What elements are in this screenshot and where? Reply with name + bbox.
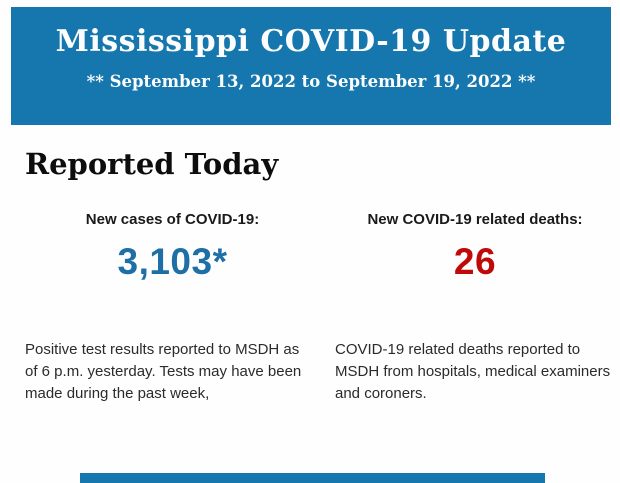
new-deaths-label: New COVID-19 related deaths:: [367, 211, 583, 228]
new-deaths-description: COVID-19 related deaths reported to MSDH…: [335, 341, 611, 402]
stats-row: New cases of COVID-19: 3,103* Positive t…: [0, 211, 620, 405]
new-deaths-value: 26: [453, 241, 497, 282]
new-cases-description: Positive test results reported to MSDH a…: [25, 341, 302, 402]
new-deaths-stat: New COVID-19 related deaths: 26 COVID-19…: [335, 211, 615, 405]
new-cases-value: 3,103*: [117, 241, 228, 282]
new-cases-stat: New cases of COVID-19: 3,103* Positive t…: [25, 211, 320, 405]
next-section-top-bar: [80, 473, 545, 483]
header-banner: Mississippi COVID-19 Update ** September…: [11, 7, 611, 125]
date-range-subtitle: ** September 13, 2022 to September 19, 2…: [86, 72, 536, 91]
main-content: Reported Today New cases of COVID-19: 3,…: [0, 125, 620, 405]
page-title: Mississippi COVID-19 Update: [55, 24, 567, 59]
new-cases-label: New cases of COVID-19:: [85, 211, 260, 228]
reported-today-heading: Reported Today: [25, 147, 279, 181]
